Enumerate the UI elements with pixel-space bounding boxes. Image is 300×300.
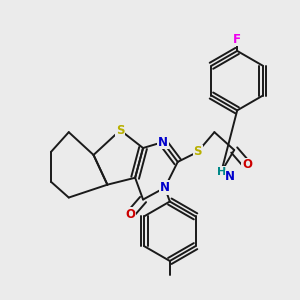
Text: S: S [116,124,124,137]
Text: S: S [193,146,202,158]
Text: H: H [217,167,226,177]
Text: O: O [242,158,252,171]
Text: N: N [225,170,235,183]
Text: N: N [160,181,170,194]
Text: N: N [158,136,168,148]
Text: F: F [233,32,241,46]
Text: O: O [125,208,135,221]
